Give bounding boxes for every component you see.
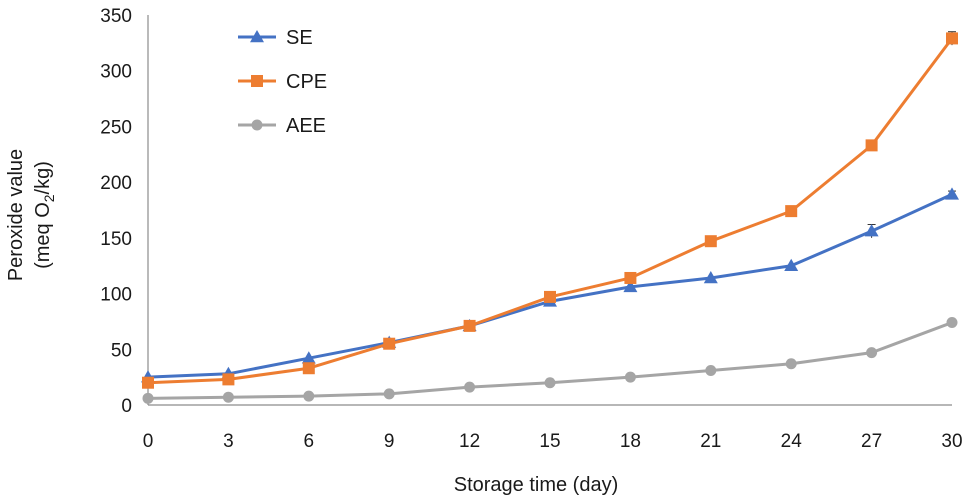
x-tick-label: 3 (223, 431, 234, 452)
x-tick-labels: 0 3 6 9 12 15 18 21 24 27 30 (143, 431, 963, 452)
axes (147, 15, 952, 406)
series-se (141, 187, 959, 383)
data-point-cpe (624, 271, 637, 284)
data-point-se (623, 279, 638, 293)
x-tick-label: 12 (459, 431, 480, 452)
y-tick-label: 300 (100, 62, 132, 83)
y-tick-label: 100 (100, 285, 132, 306)
data-point-aee (705, 364, 717, 376)
y-axis-title-line2: (meq O2/kg) (32, 161, 57, 269)
y-tick-label: 0 (121, 396, 132, 417)
y-tick-label: 250 (100, 117, 132, 138)
y-axis-title-subscript: 2 (41, 194, 57, 202)
data-point-aee (866, 347, 878, 359)
series-aee (142, 317, 958, 404)
legend-entry-se: SE (238, 27, 313, 49)
data-point-cpe (544, 290, 556, 303)
series-line-se (147, 193, 953, 379)
y-tick-label: 350 (100, 6, 132, 27)
data-point-cpe (302, 362, 315, 375)
x-tick-label: 0 (143, 431, 154, 452)
data-point-aee (222, 391, 234, 403)
x-tick-label: 9 (384, 431, 395, 452)
series-line-cpe (147, 37, 954, 385)
y-axis-title: Peroxide value (meq O2/kg) (5, 149, 57, 281)
data-point-aee (142, 392, 154, 404)
x-axis-title: Storage time (day) (454, 474, 619, 496)
y-tick-label: 200 (100, 173, 132, 194)
x-tick-label: 24 (781, 431, 803, 452)
x-tick-label: 6 (304, 431, 315, 452)
data-point-se (703, 270, 718, 284)
data-point-aee (785, 358, 797, 370)
data-point-aee (464, 381, 476, 393)
legend-label-se: SE (286, 27, 313, 49)
data-point-cpe (142, 376, 154, 389)
series-cpe (142, 31, 958, 389)
data-point-aee (544, 377, 556, 389)
legend-label-cpe: CPE (286, 71, 327, 93)
data-point-se (945, 187, 959, 200)
x-tick-label: 30 (941, 431, 962, 452)
x-tick-label: 27 (861, 431, 882, 452)
x-tick-label: 18 (620, 431, 641, 452)
data-point-cpe (463, 319, 476, 332)
data-point-se (864, 224, 879, 237)
x-tick-label: 15 (539, 431, 560, 452)
y-axis-title-prefix: (meq O (32, 202, 54, 269)
legend-marker-se (250, 30, 264, 43)
y-axis-title-line1: Peroxide value (5, 149, 27, 281)
data-point-cpe (704, 235, 717, 248)
legend-marker-aee (251, 119, 263, 131)
series-layer (141, 31, 959, 404)
data-point-aee (303, 390, 315, 402)
x-tick-label: 21 (700, 431, 721, 452)
y-axis-title-suffix: /kg) (32, 161, 54, 194)
legend-entry-cpe: CPE (238, 71, 327, 93)
y-tick-label: 50 (111, 340, 132, 361)
y-tick-label: 150 (100, 229, 132, 250)
data-point-aee (624, 371, 636, 383)
data-point-cpe (785, 205, 798, 218)
y-tick-labels: 0 50 100 150 200 250 300 350 (100, 6, 132, 417)
data-point-se (301, 351, 316, 364)
legend-entry-aee: AEE (238, 115, 326, 137)
data-point-cpe (383, 337, 396, 350)
data-point-se (784, 258, 799, 271)
data-point-cpe (865, 139, 878, 152)
legend: SE CPE AEE (238, 27, 327, 137)
data-point-cpe (946, 32, 958, 45)
legend-marker-cpe (251, 75, 263, 87)
legend-label-aee: AEE (286, 115, 326, 137)
data-point-cpe (222, 373, 235, 386)
data-point-aee (383, 388, 395, 400)
data-point-aee (946, 317, 958, 329)
